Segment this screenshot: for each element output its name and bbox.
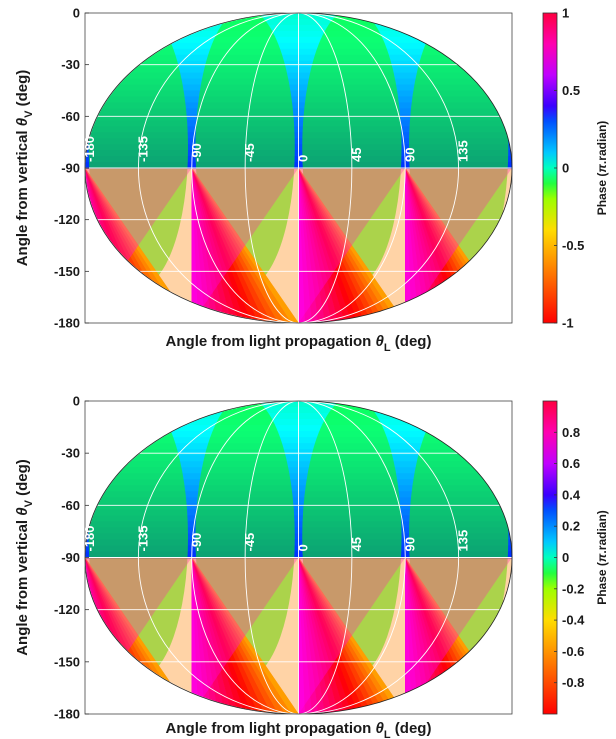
phase-fan-wedge: [85, 168, 192, 323]
colorbar-tick-label: -0.2: [562, 581, 584, 596]
colorbar-label: Phase (π.radian): [595, 510, 609, 605]
phase-fan-wedge: [405, 168, 512, 323]
y-tick-label: -30: [61, 446, 80, 461]
meridian-label: 0: [296, 544, 311, 551]
y-tick-label: -30: [61, 57, 80, 72]
y-axis-label: Angle from vertical θV (deg): [14, 70, 35, 267]
grid-meridian: [298, 12, 353, 324]
meridian-label: -90: [189, 143, 204, 162]
phase-fan-wedge: [298, 167, 406, 323]
y-axis-label: Angle from vertical θV (deg): [14, 459, 35, 656]
phase-fan-wedge: [191, 168, 299, 323]
meridian-label: -90: [189, 533, 204, 552]
phase-fan-wedge: [405, 557, 512, 714]
meridian-label: -45: [242, 533, 257, 552]
meridian-label: 135: [456, 530, 471, 552]
colorbar-tick-label: -0.5: [562, 238, 584, 253]
colorbar-tick-label: 0: [562, 550, 569, 565]
grid-meridian: [298, 12, 406, 324]
chart-panel-bottom: -180 -135 -90 -45 0 45 90 135 0 -30 -60 -90 -120 -150…: [14, 394, 609, 739]
grid-meridian: [137, 400, 299, 715]
colorbar-label: Phase (π.radian): [595, 121, 609, 216]
x-axis-label: Angle from light propagation θL (deg): [166, 333, 432, 354]
phase-fan-wedge: [191, 557, 299, 714]
grid-meridian: [298, 400, 406, 715]
y-tick-label: -150: [54, 654, 80, 669]
colorbar-tick-label: 0.2: [562, 519, 580, 534]
y-tick-label: -150: [54, 264, 80, 279]
phase-fan-wedge: [298, 168, 406, 323]
y-tick-label: -90: [61, 161, 80, 176]
colorbar-tick-label: 0.4: [562, 487, 581, 502]
y-tick-label: -60: [61, 109, 80, 124]
meridian-label: 0: [296, 155, 311, 162]
meridian-label: -135: [135, 136, 150, 162]
x-axis-label: Angle from light propagation θL (deg): [166, 720, 432, 739]
y-tick-label: -90: [61, 550, 80, 565]
meridian-label: 45: [349, 537, 364, 551]
y-tick-label: -180: [54, 707, 80, 722]
meridian-label: 90: [402, 537, 417, 551]
grid-meridian: [244, 400, 299, 715]
phase-fan-wedge: [85, 557, 193, 714]
colorbar-tick-label: -0.4: [562, 613, 585, 628]
grid-meridian: [137, 12, 299, 324]
phase-fan-wedge: [85, 557, 192, 714]
y-tick-label: -120: [54, 212, 80, 227]
phase-fan-wedge: [298, 557, 406, 714]
colorbar-tick-label: 0.5: [562, 83, 580, 98]
y-tick-label: 0: [73, 394, 80, 409]
phase-fan-wedge: [85, 167, 193, 323]
grid-meridian: [298, 400, 353, 715]
colorbar-tick-label: 0.6: [562, 456, 580, 471]
grid-meridian: [191, 400, 299, 715]
grid-meridian: [244, 12, 299, 324]
meridian-label: -180: [82, 525, 97, 551]
phase-fan-wedge: [191, 557, 299, 714]
colorbar-tick-label: -1: [562, 316, 574, 331]
meridian-label: 90: [402, 148, 417, 162]
meridian-label: -135: [135, 525, 150, 551]
y-tick-label: 0: [73, 6, 80, 21]
meridian-label: 135: [456, 140, 471, 162]
colorbar-tick-label: 1: [562, 6, 569, 21]
y-tick-label: -180: [54, 316, 80, 331]
meridian-label: -180: [82, 136, 97, 162]
phase-fan-wedge: [298, 557, 406, 714]
phase-fan-wedge: [298, 168, 406, 323]
phase-fan-wedge: [191, 168, 299, 323]
phase-fan-wedge: [191, 167, 299, 323]
meridian-label: -45: [242, 143, 257, 162]
colorbar-tick-label: -0.8: [562, 675, 584, 690]
phase-fan-wedge: [191, 557, 299, 714]
grid-meridian: [191, 12, 299, 324]
phase-fan-wedge: [298, 557, 406, 714]
chart-panel-top: -180 -135 -90 -45 0 45 90 135 0 -30 -60 -90 -120 -150…: [14, 6, 609, 355]
y-tick-label: -120: [54, 602, 80, 617]
colorbar-tick-label: -0.6: [562, 644, 584, 659]
grid-meridian: [298, 400, 460, 715]
colorbar-tick-label: 0: [562, 161, 569, 176]
y-tick-label: -60: [61, 498, 80, 513]
colorbar-tick-label: 0.8: [562, 425, 580, 440]
grid-meridian: [298, 12, 460, 324]
meridian-label: 45: [349, 148, 364, 162]
